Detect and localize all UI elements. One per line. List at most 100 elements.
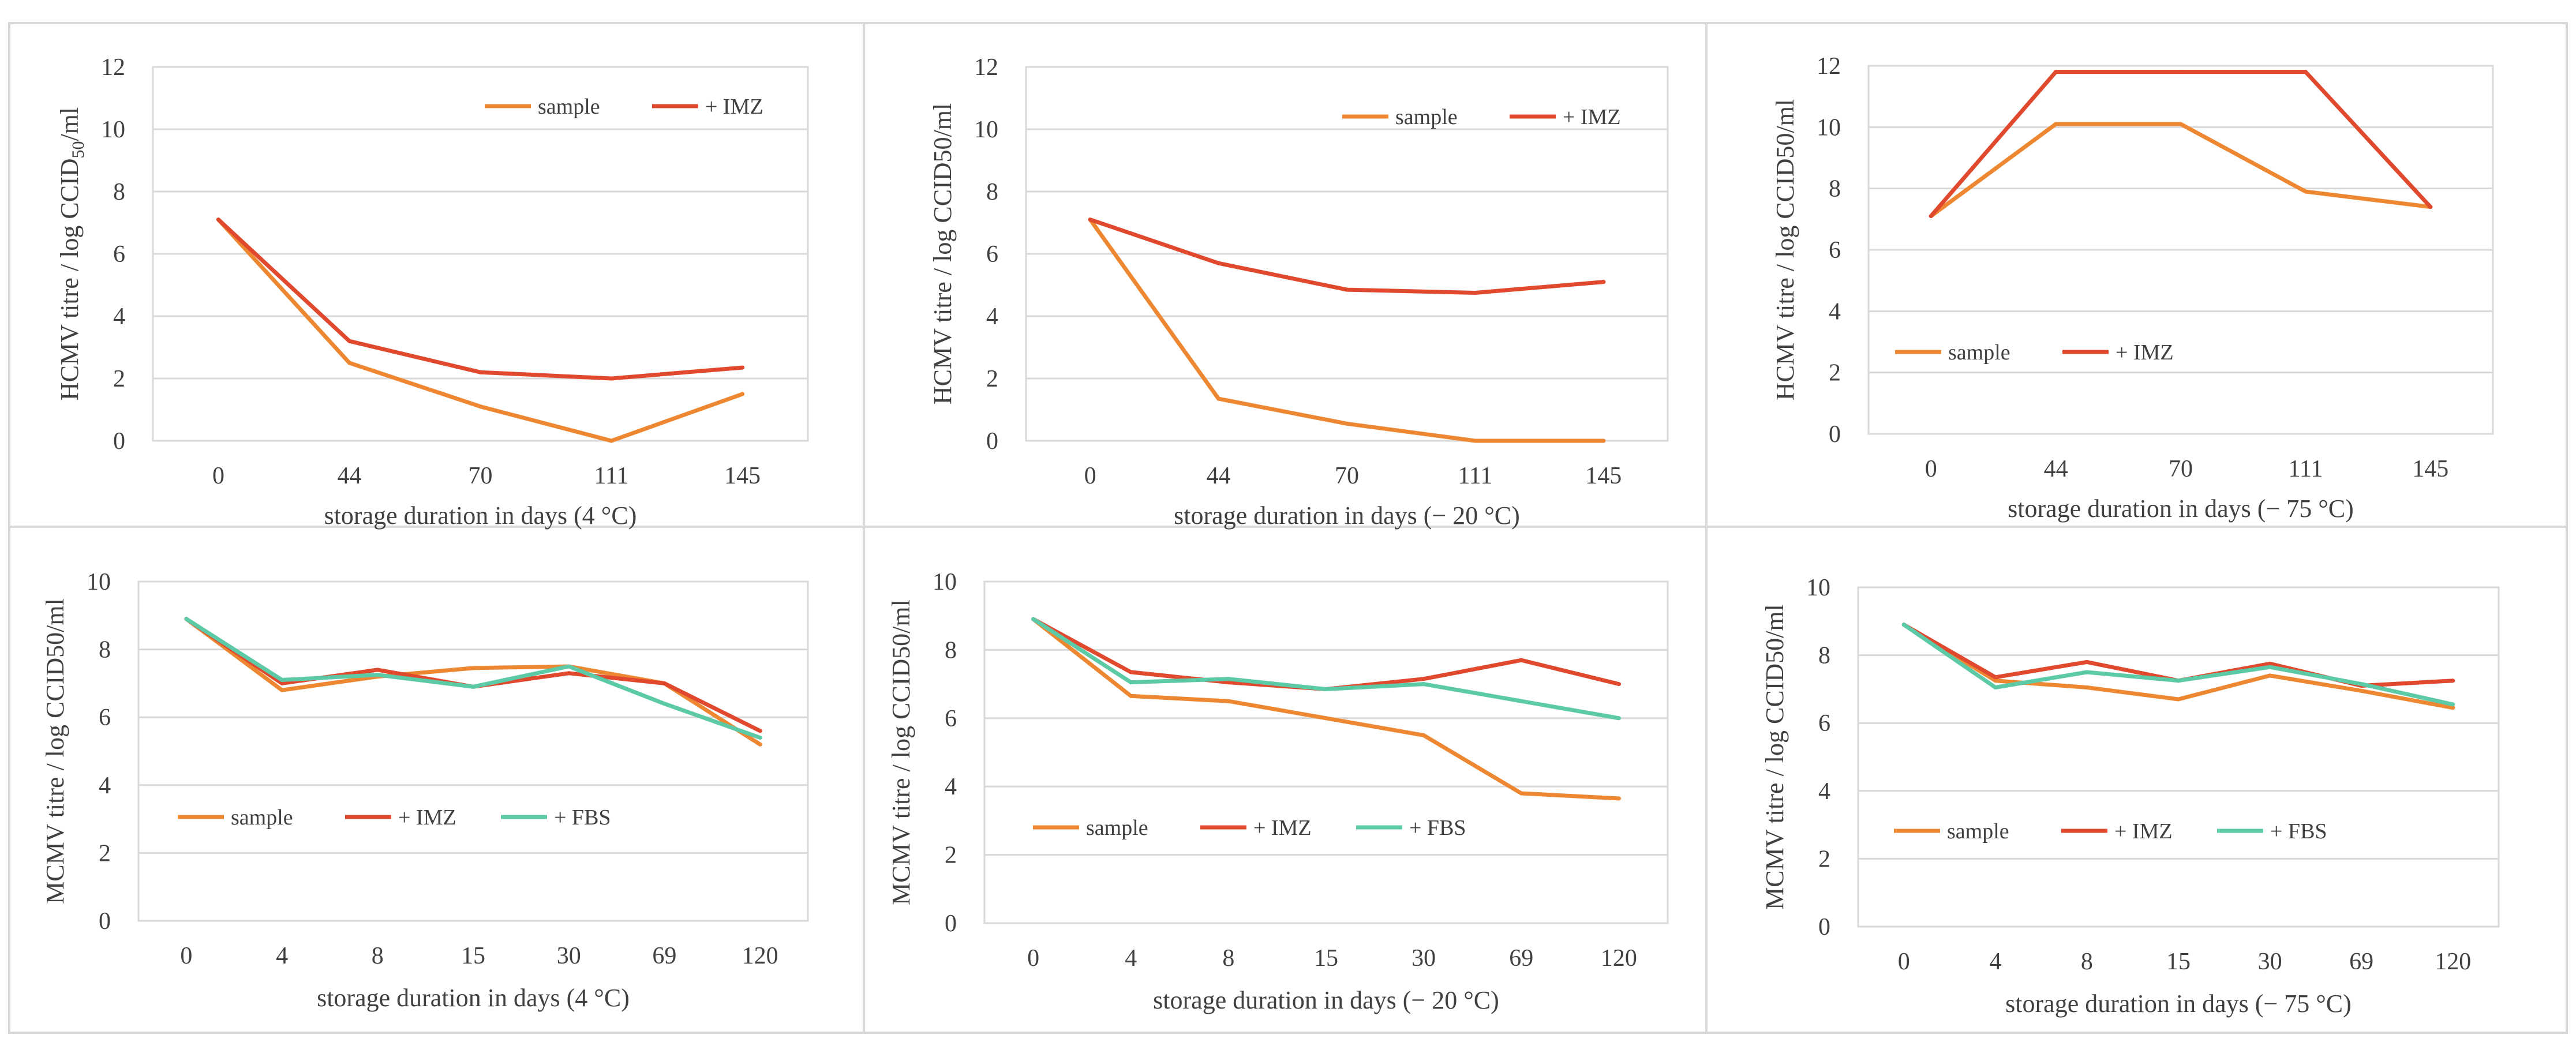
legend-label: sample xyxy=(1395,105,1458,129)
y-tick-label: 12 xyxy=(101,54,125,81)
legend: sample + IMZ + FBS xyxy=(1033,816,1466,840)
data-point-sample xyxy=(1129,694,1133,698)
data-point-fbs xyxy=(1519,699,1523,703)
legend: sample + IMZ xyxy=(1895,340,2174,365)
data-point-sample xyxy=(471,666,475,670)
chart-panel-2: 0 2 4 6 8 10 12 0 44 70 111 145 storage duration in … xyxy=(928,54,1669,530)
y-axis-title: HCMV titre / log CCID50/ml xyxy=(55,107,88,400)
data-point-sample xyxy=(1616,796,1621,801)
plot-area xyxy=(137,580,809,922)
y-tick-label: 0 xyxy=(99,908,111,935)
data-point-imz xyxy=(740,365,744,370)
data-point-fbs xyxy=(1616,716,1621,721)
chart-panel-6: 0 2 4 6 8 10 0 4 8 15 30 69 120 storage duration in d… xyxy=(1761,575,2500,1018)
legend-label: + FBS xyxy=(554,805,611,830)
data-point-fbs xyxy=(758,735,762,740)
legend-label: sample xyxy=(1947,819,2009,844)
x-tick-label: 44 xyxy=(2044,456,2068,482)
legend-label: sample xyxy=(538,95,600,119)
legend-label: + IMZ xyxy=(1253,816,1312,840)
data-point-imz xyxy=(1473,291,1477,295)
data-point-sample xyxy=(2178,122,2183,126)
data-point-sample xyxy=(1324,716,1328,721)
legend-label: + FBS xyxy=(1409,816,1466,840)
data-point-imz xyxy=(2303,70,2308,74)
y-axis-title-main: HCMV titre / log CCID xyxy=(55,159,84,401)
x-tick-label: 15 xyxy=(1314,945,1338,972)
data-point-sample xyxy=(2451,706,2455,710)
y-tick-label: 6 xyxy=(1818,710,1830,737)
data-point-sample xyxy=(2176,697,2181,702)
y-tick-label: 12 xyxy=(974,54,998,81)
x-tick-label: 4 xyxy=(1125,945,1137,972)
chart-panel-1: 0 2 4 6 8 10 12 0 44 70 111 145 storage duration in … xyxy=(55,54,809,530)
series-line-sample xyxy=(1031,617,1621,801)
data-point-imz xyxy=(2451,679,2455,683)
x-tick-label: 70 xyxy=(469,463,493,489)
data-point-sample xyxy=(1226,699,1231,703)
x-tick-label: 30 xyxy=(1411,945,1436,972)
data-point-sample xyxy=(1993,679,1998,683)
y-tick-label: 6 xyxy=(986,241,998,268)
series-line-imz xyxy=(216,218,744,381)
data-point-imz xyxy=(662,681,667,685)
data-point-imz xyxy=(375,668,380,672)
series-line-imz xyxy=(1031,617,1621,691)
data-point-fbs xyxy=(2084,670,2089,674)
x-tick-label: 111 xyxy=(594,463,629,489)
y-tick-label: 10 xyxy=(101,117,125,143)
data-point-imz xyxy=(2268,661,2272,666)
data-point-sample xyxy=(1345,421,1349,426)
data-point-fbs xyxy=(2176,679,2181,683)
legend: sample + IMZ + FBS xyxy=(1894,819,2327,844)
x-tick-label: 69 xyxy=(1509,945,1533,972)
y-tick-label: 8 xyxy=(113,179,125,205)
data-point-sample xyxy=(478,404,482,409)
y-tick-label: 0 xyxy=(986,428,998,455)
chart-panel-4: 0 2 4 6 8 10 0 4 8 15 30 69 120 storage duration in d… xyxy=(41,569,809,1012)
data-point-fbs xyxy=(662,702,667,706)
y-axis-title: MCMV titre / log CCID50/ml xyxy=(41,598,69,904)
legend: sample + IMZ xyxy=(485,95,763,119)
y-axis-title: MCMV titre / log CCID50/ml xyxy=(887,599,915,905)
x-axis-title: storage duration in days (4 °C) xyxy=(324,501,637,530)
x-axis-title: storage duration in days (− 20 °C) xyxy=(1153,986,1499,1014)
series-line-sample xyxy=(1929,122,2433,218)
x-tick-label: 111 xyxy=(2288,456,2323,482)
y-tick-label: 6 xyxy=(945,706,957,732)
y-tick-label: 2 xyxy=(1829,360,1841,387)
y-axis-title: HCMV titre / log CCID50/ml xyxy=(928,103,957,404)
data-point-sample xyxy=(1601,438,1606,443)
y-tick-label: 4 xyxy=(945,774,957,800)
series-line-imz xyxy=(1929,70,2433,218)
y-tick-label: 4 xyxy=(986,303,998,330)
x-tick-label: 4 xyxy=(276,943,288,969)
x-tick-label: 120 xyxy=(1601,945,1637,972)
x-tick-label: 8 xyxy=(372,943,384,969)
y-tick-label: 8 xyxy=(1829,176,1841,203)
x-tick-label: 120 xyxy=(2435,949,2471,975)
data-point-fbs xyxy=(1031,617,1036,621)
plot-area xyxy=(983,580,1669,924)
y-tick-label: 2 xyxy=(1818,846,1830,872)
y-tick-label: 0 xyxy=(1818,914,1830,940)
data-point-sample xyxy=(2054,122,2058,126)
x-tick-label: 15 xyxy=(461,943,485,969)
x-tick-label: 120 xyxy=(742,943,778,969)
data-point-fbs xyxy=(184,617,189,621)
y-axis-title: MCMV titre / log CCID50/ml xyxy=(1761,604,1789,910)
legend-label: sample xyxy=(231,805,293,830)
data-point-imz xyxy=(2178,70,2183,74)
y-tick-label: 12 xyxy=(1817,53,1841,80)
data-point-imz xyxy=(758,729,762,733)
y-tick-label: 4 xyxy=(1829,298,1841,325)
x-tick-label: 70 xyxy=(1335,463,1359,489)
y-axis-title-tail: /ml xyxy=(55,107,84,141)
x-tick-label: 70 xyxy=(2169,456,2193,482)
data-point-sample xyxy=(609,438,613,443)
x-tick-label: 0 xyxy=(1027,945,1039,972)
data-point-imz xyxy=(609,376,613,381)
data-point-imz xyxy=(1421,677,1426,681)
x-tick-label: 0 xyxy=(180,943,192,969)
data-point-fbs xyxy=(2268,665,2272,669)
